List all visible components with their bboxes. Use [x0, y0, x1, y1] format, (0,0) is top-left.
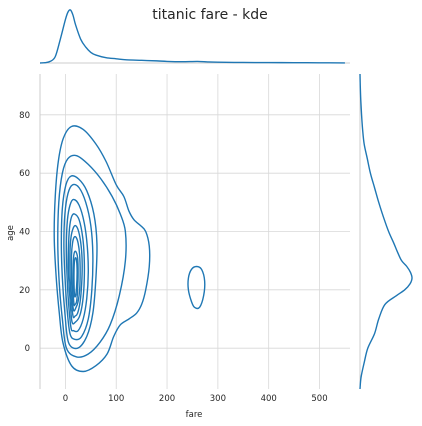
marginal-y-panel [359, 73, 413, 390]
kde-contour-level-4 [63, 183, 94, 341]
kde-contour-level-11 [187, 265, 206, 310]
x-tick-label: 0 [63, 394, 68, 404]
kde-contour-level-8 [70, 235, 81, 312]
marginal-y-kde-line [359, 73, 413, 390]
x-tick-label: 400 [261, 394, 277, 404]
grid [39, 74, 350, 389]
kde-contour-level-7 [69, 224, 83, 319]
chart-title: titanic fare - kde [152, 7, 268, 23]
kde-contour-level-9 [72, 250, 79, 307]
y-tick-label: 80 [19, 111, 30, 121]
x-tick-label: 300 [210, 394, 226, 404]
kde-contour-level-6 [67, 213, 86, 325]
x-tick-label: 200 [159, 394, 175, 404]
y-tick-label: 20 [19, 286, 30, 296]
joint-plot-panel: 0 100 200 300 400 500 0 20 40 60 80 [19, 74, 350, 404]
kde-contour-level-2 [57, 154, 127, 358]
tick-labels: 0 100 200 300 400 500 0 20 40 60 80 [19, 111, 327, 404]
kde-contour-level-1 [53, 125, 151, 373]
marginal-x-kde-line [39, 9, 345, 64]
y-tick-label: 60 [19, 169, 30, 179]
x-tick-label: 100 [108, 394, 124, 404]
y-tick-label: 40 [19, 228, 30, 238]
x-axis-label: fare [186, 410, 203, 420]
marginal-x-panel [39, 9, 350, 64]
kde-contour-level-5 [65, 198, 89, 333]
kde-contour-level-3 [60, 175, 98, 350]
y-tick-label: 0 [25, 344, 30, 354]
x-tick-label: 500 [311, 394, 327, 404]
y-axis-label: age [6, 225, 16, 241]
kde-contour-level-10 [73, 257, 78, 298]
contour-layer [53, 125, 206, 373]
